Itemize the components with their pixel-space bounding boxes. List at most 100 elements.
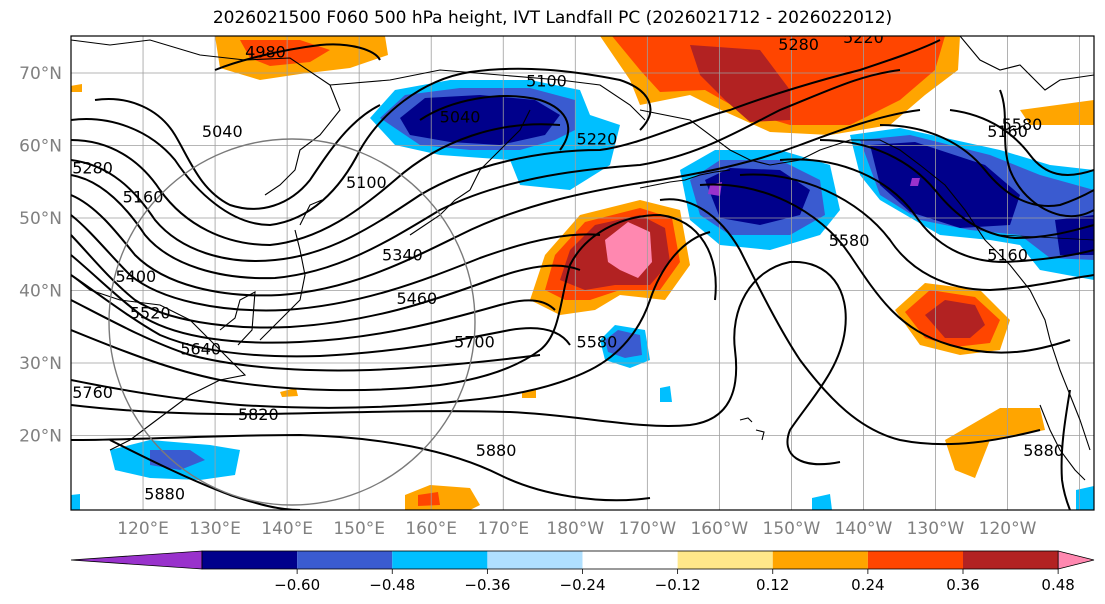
contour-5100 bbox=[71, 67, 652, 227]
negative-anomaly-north-america-east bbox=[1055, 215, 1094, 255]
contour-label: 5820 bbox=[238, 405, 279, 424]
colorbar-tick-label: 0.12 bbox=[756, 576, 789, 594]
contour-5280 bbox=[71, 69, 901, 280]
contour-label: 5700 bbox=[454, 332, 495, 351]
colorbar-outline bbox=[201, 550, 1059, 570]
longitude-label: 150°W bbox=[763, 519, 821, 539]
negative-anomaly-spot-b bbox=[812, 494, 832, 510]
negative-anomaly-siberia-core bbox=[400, 95, 560, 145]
coastline-siberia bbox=[71, 39, 646, 196]
contour-5460 bbox=[71, 234, 581, 329]
coastline-japan bbox=[259, 199, 323, 341]
contour-label: 5040 bbox=[440, 108, 481, 127]
contour-5220 bbox=[71, 39, 941, 262]
contour-label: 5280 bbox=[778, 35, 819, 54]
colorbar: −0.60 −0.48 −0.36 −0.24 −0.12 0.12 0.24 0.36 0.4… bbox=[70, 550, 1095, 594]
coastline-east-asia bbox=[71, 274, 247, 451]
positive-anomaly-spot-c bbox=[71, 84, 82, 92]
colorbar-tick-label: −0.12 bbox=[655, 576, 701, 594]
colorbar-tick-label: −0.24 bbox=[560, 576, 606, 594]
contour-5520 bbox=[71, 254, 556, 344]
radius-circle bbox=[108, 138, 476, 506]
latitude-label: 40°N bbox=[19, 282, 62, 302]
contour-label: 5880 bbox=[1023, 441, 1064, 460]
colorbar-tick-label: −0.60 bbox=[274, 576, 320, 594]
island-hawaii bbox=[739, 417, 765, 441]
contour-label: 5460 bbox=[396, 289, 437, 308]
contour-5040-east bbox=[419, 95, 570, 151]
longitude-label: 120°E bbox=[117, 519, 169, 539]
latitude-label: 20°N bbox=[19, 427, 62, 447]
colorbar-swatch bbox=[772, 551, 868, 569]
coastlines bbox=[71, 36, 1094, 481]
contour-5280-east bbox=[879, 124, 1094, 207]
negative-anomaly-philippines-core bbox=[150, 450, 205, 470]
negative-anomaly-spot-a bbox=[660, 386, 672, 402]
negative-anomaly-north-america-peak bbox=[910, 178, 920, 186]
contour-5880 bbox=[71, 433, 651, 502]
contour-label: 5100 bbox=[526, 71, 567, 90]
longitude-label: 150°E bbox=[333, 519, 385, 539]
colorbar-extend-high bbox=[1057, 550, 1095, 570]
positive-anomaly-kuril-peak bbox=[605, 222, 652, 278]
longitude-label: 120°W bbox=[979, 519, 1037, 539]
contour-label: 5880 bbox=[144, 485, 185, 504]
contour-5400-east bbox=[779, 158, 1094, 264]
contour-5880-east bbox=[1060, 389, 1071, 510]
positive-anomaly-mexico bbox=[945, 408, 1045, 478]
contour-label: 5340 bbox=[382, 245, 423, 264]
latitude-label: 70°N bbox=[19, 64, 62, 84]
latitude-label: 30°N bbox=[19, 354, 62, 374]
contour-label: 5400 bbox=[115, 267, 156, 286]
negative-anomaly-gulf-of-alaska-peak bbox=[708, 182, 722, 196]
contour-label: 5280 bbox=[72, 158, 113, 177]
coastline-aleutians bbox=[639, 169, 731, 189]
contour-label: 5160 bbox=[987, 122, 1028, 141]
longitude-label: 130°E bbox=[189, 519, 241, 539]
positive-anomaly-canada bbox=[1020, 100, 1094, 125]
colorbar-swatch bbox=[392, 551, 488, 569]
contour-label: 5160 bbox=[987, 245, 1028, 264]
contour-labels: 4980 5100 5280 5220 5040 5040 5280 5160 5100 5220… bbox=[72, 28, 1064, 504]
coastline-baja bbox=[1039, 404, 1086, 481]
contour-label: 5640 bbox=[180, 340, 221, 359]
ivt-shading bbox=[71, 36, 1094, 510]
map-title: 2026021500 F060 500 hPa height, IVT Land… bbox=[212, 8, 893, 28]
contour-label: 5580 bbox=[1002, 115, 1043, 134]
longitude-label: 140°W bbox=[835, 519, 893, 539]
contour-5580-east bbox=[659, 198, 1041, 446]
contour-5220-east bbox=[949, 109, 1094, 176]
positive-anomaly-north-pacific-peak bbox=[690, 45, 790, 122]
colorbar-tick-label: 0.24 bbox=[851, 576, 884, 594]
contour-low-west bbox=[109, 439, 301, 510]
longitude-label: 130°W bbox=[907, 519, 965, 539]
contour-label: 5760 bbox=[72, 383, 113, 402]
colorbar-swatch bbox=[487, 551, 583, 569]
longitude-label: 160°E bbox=[405, 519, 457, 539]
contour-5820 bbox=[71, 260, 847, 466]
contour-5400 bbox=[71, 214, 601, 312]
contour-5580-west bbox=[71, 274, 571, 358]
contour-5340 bbox=[71, 109, 921, 297]
longitude-label: 170°E bbox=[477, 519, 529, 539]
contour-5160-west bbox=[71, 123, 561, 247]
contour-4980 bbox=[214, 43, 381, 71]
colorbar-tick-label: 0.36 bbox=[946, 576, 979, 594]
contour-label: 5220 bbox=[843, 28, 884, 47]
positive-anomaly-spot-a bbox=[280, 388, 298, 397]
colorbar-tick-label: 0.48 bbox=[1041, 576, 1074, 594]
negative-anomaly-spot-d bbox=[71, 494, 80, 510]
contour-5700 bbox=[71, 213, 717, 392]
positive-anomaly-tropical-pacific-core bbox=[418, 492, 440, 506]
contour-label: 5580 bbox=[577, 332, 618, 351]
colorbar-tick-label: −0.36 bbox=[464, 576, 510, 594]
border-us-canada bbox=[999, 234, 1094, 241]
longitude-axis: 120°E 130°E 140°E 150°E 160°E 170°E 180°W 170°W… bbox=[117, 519, 1036, 539]
contour-label: 5580 bbox=[829, 231, 870, 250]
height-contours bbox=[71, 39, 1094, 510]
latitude-axis: 70°N 60°N 50°N 40°N 30°N 20°N bbox=[19, 64, 62, 447]
colorbar-swatch bbox=[963, 551, 1059, 569]
contour-5340-east bbox=[819, 139, 1094, 240]
contour-5160-east bbox=[999, 89, 1094, 218]
